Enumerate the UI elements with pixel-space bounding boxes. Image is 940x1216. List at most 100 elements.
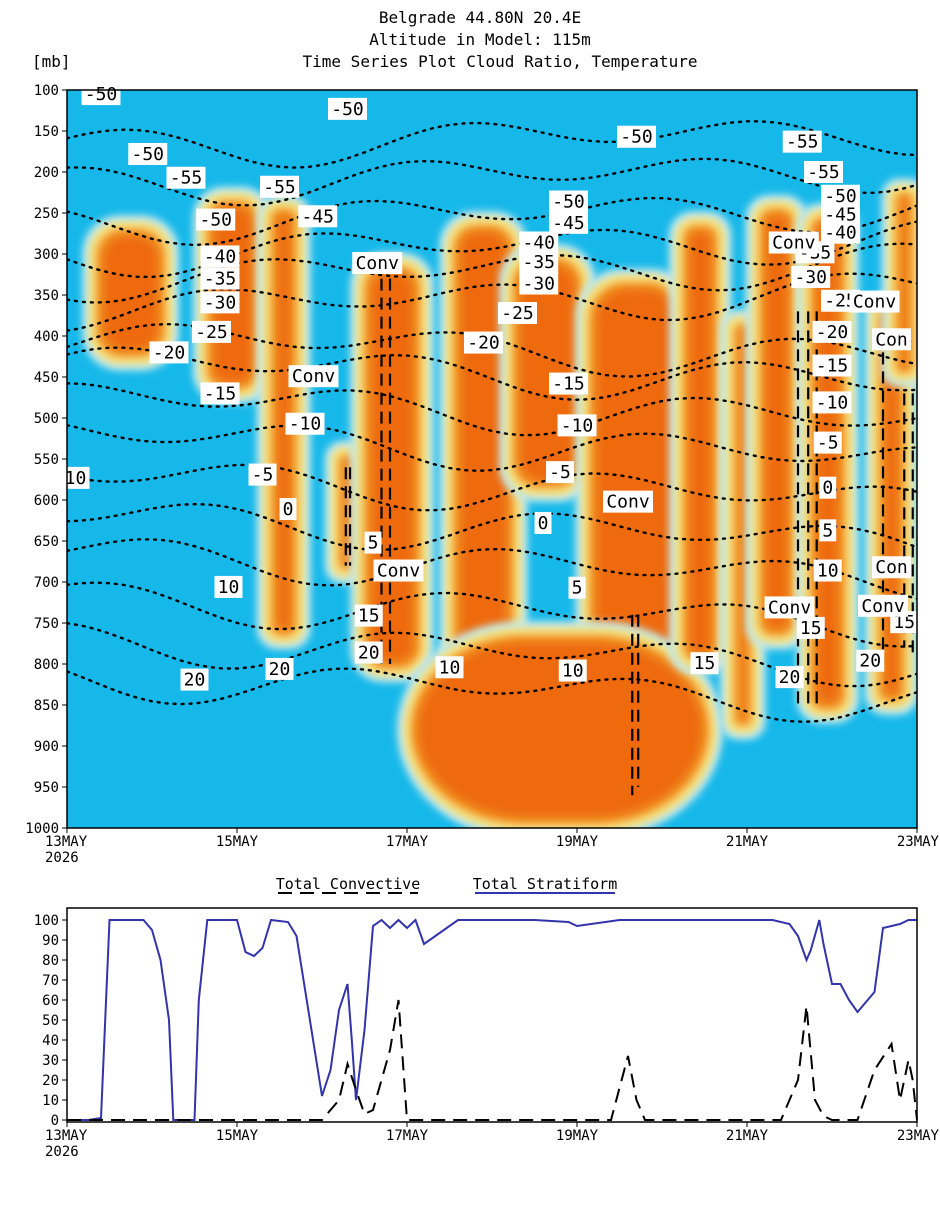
y-tick-label: 150	[34, 124, 59, 140]
svg-text:-40: -40	[204, 246, 237, 267]
conv-label: Conv	[858, 594, 908, 617]
svg-text:Conv: Conv	[853, 292, 896, 313]
x-tick-label: 23MAY	[897, 834, 940, 850]
contour-label: -50	[821, 184, 860, 207]
contour-label: 15	[690, 652, 719, 675]
svg-text:Conv: Conv	[606, 492, 649, 513]
x-tick-label: 23MAY	[897, 1128, 940, 1144]
svg-text:10: 10	[562, 661, 584, 682]
contour-label: 20	[775, 666, 804, 689]
svg-text:-5: -5	[252, 465, 274, 486]
conv-label: Conv	[288, 365, 339, 388]
contour-label: 0	[279, 498, 297, 521]
bottom-plot-frame	[66, 907, 918, 1123]
chart-title: Time Series Plot Cloud Ratio, Temperatur…	[303, 52, 698, 71]
x-tick-label: 17MAY	[386, 1128, 429, 1144]
contour-label: 10	[61, 466, 90, 489]
contour-line	[67, 120, 917, 169]
svg-text:Conv: Conv	[768, 597, 811, 618]
bottom-y-tick-label: 90	[42, 933, 59, 949]
bottom-y-axis-ticks: 0 10 20 30 40 50 60 70 80 90 100	[34, 913, 67, 1129]
x-tick-label: 21MAY	[726, 834, 769, 850]
contour-label: -45	[549, 211, 588, 234]
conv-label: Con	[872, 328, 911, 351]
svg-text:-40: -40	[522, 233, 555, 254]
contour-label: -50	[549, 190, 588, 213]
contour-line	[67, 502, 917, 552]
svg-text:-50: -50	[131, 144, 164, 165]
y-tick-label: 650	[34, 534, 59, 550]
svg-text:-55: -55	[170, 168, 203, 189]
contour-line	[67, 157, 917, 207]
svg-text:-50: -50	[85, 84, 118, 105]
svg-text:20: 20	[859, 651, 881, 672]
legend-stratiform: Total Stratiform	[473, 875, 618, 893]
contour-label: 15	[796, 616, 825, 639]
svg-text:Conv: Conv	[292, 366, 335, 387]
contour-line	[67, 196, 917, 247]
contour-label: 20	[354, 641, 383, 664]
svg-text:Conv: Conv	[772, 233, 815, 254]
contour-label: -15	[812, 354, 852, 377]
y-tick-label: 950	[34, 780, 59, 796]
svg-text:-30: -30	[794, 267, 827, 288]
contour-label: -30	[200, 291, 240, 314]
svg-text:-50: -50	[552, 192, 585, 213]
svg-text:-15: -15	[816, 356, 849, 377]
svg-text:-5: -5	[817, 433, 839, 454]
x-tick-label: 21MAY	[726, 1128, 769, 1144]
cloud-ratio-plot: -50-50-50-50-55 -55-55-55-50 -45-50-45-40-…	[25, 83, 939, 866]
bottom-y-tick-label: 40	[42, 1033, 59, 1049]
conv-label: Conv	[849, 290, 900, 313]
x-tick-label: 17MAY	[386, 834, 429, 850]
y-tick-label: 400	[34, 329, 59, 345]
svg-text:10: 10	[65, 468, 87, 489]
svg-text:-45: -45	[301, 206, 334, 227]
cloud-region	[82, 215, 179, 371]
bottom-y-tick-label: 80	[42, 953, 59, 969]
svg-text:-45: -45	[824, 205, 857, 226]
title-line-1: Belgrade 44.80N 20.4E	[379, 8, 581, 27]
series-convective	[67, 999, 918, 1121]
svg-text:-35: -35	[522, 252, 555, 273]
contour-label: -55	[804, 161, 843, 183]
contour-label: -20	[812, 320, 852, 343]
y-axis-unit: [mb]	[32, 52, 71, 71]
y-tick-label: 750	[34, 616, 59, 632]
contour-line	[67, 272, 917, 332]
y-tick-label: 300	[34, 247, 59, 263]
svg-text:Conv: Conv	[377, 561, 420, 582]
contour-line	[67, 346, 917, 402]
svg-text:-30: -30	[204, 292, 237, 313]
contour-label: 10	[435, 656, 464, 679]
svg-text:-55: -55	[263, 177, 296, 198]
cloud-region	[881, 178, 917, 387]
contour-line	[67, 581, 917, 648]
svg-text:-5: -5	[549, 462, 571, 483]
contour-label: 10	[558, 659, 587, 682]
y-tick-label: 900	[34, 739, 59, 755]
svg-text:-10: -10	[561, 415, 594, 436]
contour-label: 20	[180, 668, 209, 691]
contour-label: -35	[200, 267, 240, 290]
bottom-y-tick-label: 60	[42, 993, 59, 1009]
contour-label: -40	[519, 231, 559, 254]
contour-label: -55	[782, 130, 822, 153]
contour-label: -30	[519, 272, 559, 295]
svg-text:10: 10	[439, 657, 461, 678]
x-tick-label: 13MAY	[45, 834, 88, 850]
contour-line	[67, 622, 917, 688]
y-tick-label: 600	[34, 493, 59, 509]
bottom-y-tick-label: 20	[42, 1073, 59, 1089]
svg-text:-25: -25	[501, 303, 534, 324]
contour-line	[67, 424, 917, 473]
contour-label: -40	[821, 221, 860, 244]
contour-label: -10	[285, 412, 325, 435]
conv-label: Conv	[768, 231, 819, 254]
svg-text:-10: -10	[816, 392, 849, 413]
y-tick-label: 200	[34, 165, 59, 181]
y-tick-label: 350	[34, 288, 59, 304]
svg-text:0: 0	[283, 499, 294, 520]
contour-line	[67, 667, 917, 724]
contour-label: -45	[821, 203, 860, 226]
